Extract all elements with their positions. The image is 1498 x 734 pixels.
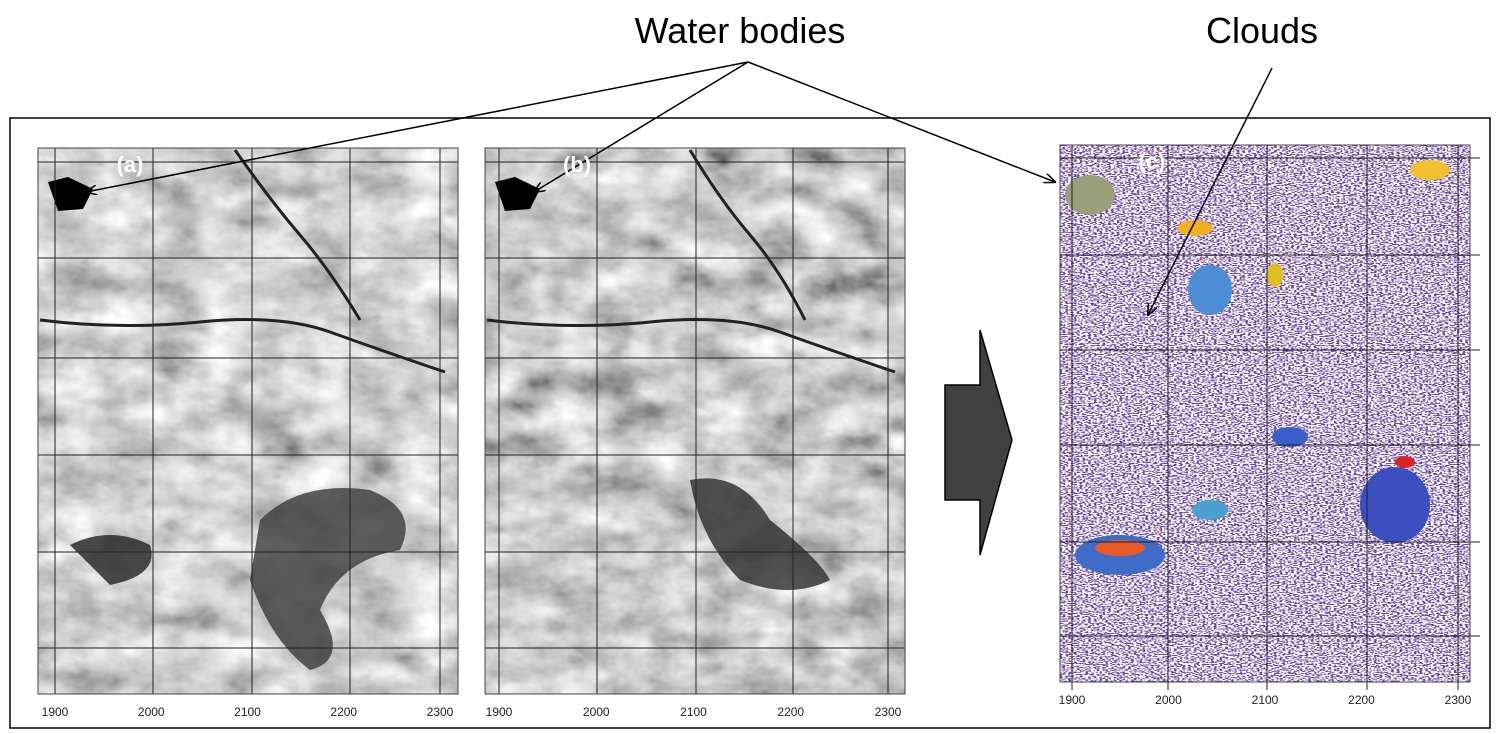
panel-label: (a)	[117, 152, 144, 177]
x-tick-label: 2100	[680, 705, 707, 719]
x-tick-label: 2200	[777, 705, 804, 719]
figure: Water bodies Clouds (a) 1900 2000 2100 2200 2…	[0, 0, 1498, 734]
x-tick-label: 1900	[486, 705, 513, 719]
x-tick-label: 1900	[1059, 693, 1086, 707]
x-tick-label: 2000	[1155, 693, 1182, 707]
panel-a-image	[38, 148, 458, 694]
annotation: Clouds	[1206, 10, 1318, 51]
annotation: Water bodies	[635, 10, 846, 51]
panel-b-image	[485, 148, 905, 694]
x-tick-label: 2000	[138, 705, 165, 719]
x-tick-label: 1900	[42, 705, 69, 719]
panel-label: (b)	[563, 152, 591, 177]
x-tick-label: 2200	[1348, 693, 1375, 707]
x-tick-label: 2100	[1252, 693, 1279, 707]
x-tick-label: 2100	[234, 705, 261, 719]
x-tick-label: 2200	[330, 705, 357, 719]
x-tick-label: 2000	[583, 705, 610, 719]
x-tick-label: 2300	[427, 705, 454, 719]
x-tick-label: 2300	[1445, 693, 1472, 707]
x-tick-label: 2300	[875, 705, 902, 719]
panel-label: (c)	[1139, 149, 1166, 174]
panel-c-image	[1060, 145, 1470, 682]
process-arrow	[945, 330, 1012, 555]
